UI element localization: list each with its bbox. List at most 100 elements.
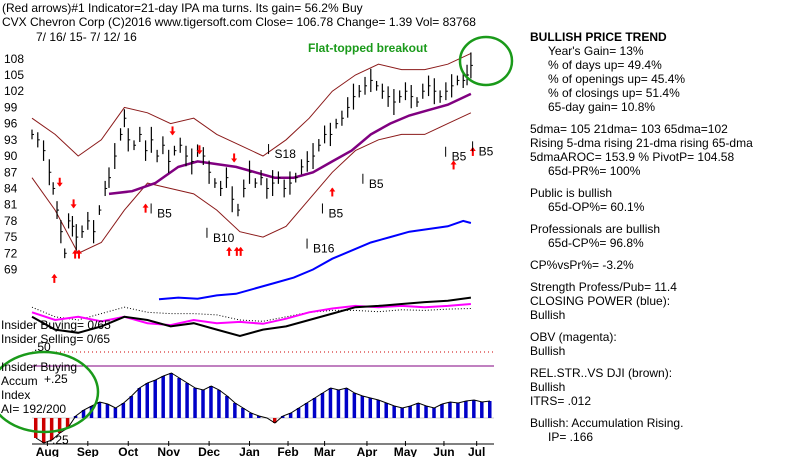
rising-line: Rising 5-dma rising 21-dma rising 65-dma [530,136,753,150]
insider-buying-label: Insider Buying= 0/65 [1,318,111,332]
pr-line: 65d-PR%= 100% [548,164,641,178]
trend-line-4: % of closings up= 51.4% [548,86,680,100]
accum-trend-line [35,372,491,444]
x-tick-label-5: Jan [239,445,260,457]
red-up-arrow-head-2 [75,249,82,254]
red-up-arrow-head-4 [233,246,240,251]
signal-label-4: B5 [328,206,343,220]
x-tick-label-10: Jun [433,445,454,457]
accum-bar-25 [233,403,237,418]
x-tick-label-7: Mar [314,445,336,457]
red-up-arrow-head-7 [329,187,336,192]
red-up-arrow-head-5 [237,246,244,251]
itrs-line: ITRS= .012 [530,394,592,408]
accum-bar-48 [416,403,420,418]
red-down-arrow-head-3 [196,150,203,155]
strength-line: Strength Profess/Pub= 11.4 [530,280,677,294]
obv-line [31,303,471,327]
accum-bar-49 [424,406,428,418]
pros-value: 65d-CP%= 96.8% [548,236,644,250]
accum-bar-44 [384,403,388,418]
accum-bar-16 [161,376,165,418]
indicator-header: (Red arrows)#1 Indicator=21-day IPA ma t… [2,1,363,15]
accum-bar-14 [145,383,149,418]
red-up-arrow-head-3 [226,246,233,251]
y-tick-label-8: 93 [4,133,18,147]
x-tick-label-2: Oct [118,445,138,457]
obv-title: OBV (magenta): [530,330,617,344]
lower-band-line [31,112,472,254]
trend-line-5: 65-day gain= 10.8% [548,100,656,114]
y-tick-label-10: 99 [4,100,18,114]
accum-bar-3 [57,418,62,433]
neg25-label: -.25 [48,433,69,447]
x-tick-label-11: Jul [468,445,485,457]
accum-bar-52 [448,402,452,418]
signal-label-3: B16 [313,242,335,256]
public-value: 65d-OP%= 60.1% [548,200,645,214]
y-tick-label-0: 69 [4,262,18,276]
accum-bar-13 [137,388,142,418]
accum-bar-45 [392,406,396,418]
accum-bar-4 [65,418,70,428]
red-up-arrow-head-1 [72,249,79,254]
accum-title: Bullish: Accumulation Rising. [530,416,684,430]
accum-bar-39 [344,388,349,418]
cp-title: CLOSING POWER (blue): [530,294,671,308]
accum-bar-6 [81,410,86,418]
accum-bar-32 [288,413,293,418]
accum-bar-30 [272,418,277,423]
accum-bar-54 [464,401,468,418]
accum-bar-38 [336,390,341,418]
price-panel: 69 72 75 78 81 84 87 90 93 96 99 102 105 108 B5 S18 B10 B… [4,52,494,301]
accum-bar-50 [432,408,436,418]
y-tick-label-4: 81 [4,198,18,212]
ip25-label: +.25 [44,372,68,386]
red-down-arrow-head-2 [169,131,176,136]
y-tick-label-6: 87 [4,165,18,179]
accum-bar-18 [177,378,181,418]
accum-label: Accum [1,374,38,388]
signal-label-0: B5 [157,206,172,220]
accum-bar-23 [217,390,221,418]
y-tick-label-2: 75 [4,230,18,244]
breakout-circle [458,35,514,87]
insider-selling-label: Insider Selling= 0/65 [1,332,111,346]
red-up-arrow-head-6 [142,203,149,208]
accum-bar-20 [193,388,197,418]
info-panel: BULLISH PRICE TREND Year's Gain= 13% % o… [530,30,798,444]
accum-bar-40 [352,393,357,418]
upper-band-line [31,52,472,157]
accum-value: IP= .166 [548,430,594,444]
y-tick-label-9: 96 [4,117,18,131]
trend-line-3: % of openings up= 45.4% [548,72,686,86]
accum-bar-8 [97,402,102,418]
x-tick-label-6: Feb [277,445,298,457]
accumulation-panel: Aug Sep Oct Nov Dec Jan Feb Mar Apr May Jun Jul [32,365,494,457]
accum-bar-36 [320,393,325,418]
accum-bar-15 [153,380,157,418]
x-tick-label-9: May [394,445,418,457]
breakout-annotation: Flat-topped breakout [308,41,428,55]
y-tick-label-5: 84 [4,181,18,195]
obv-value: Bullish [530,344,566,358]
accum-bar-43 [376,400,380,418]
accum-bar-46 [400,408,404,418]
accum-bar-26 [241,408,245,418]
trend-title: BULLISH PRICE TREND [530,30,667,44]
index-label: Index [1,388,31,402]
accum-bar-0 [33,418,38,438]
red-down-arrow-head-0 [56,182,63,187]
y-tick-label-3: 78 [4,214,18,228]
rel-value: Bullish [530,380,566,394]
accum-bar-57 [488,401,492,418]
red-down-arrow-head-4 [231,158,238,163]
dma-line: 5dma= 105 21dma= 103 65dma=102 [530,122,728,136]
accum-bar-27 [249,413,253,418]
accum-bar-19 [185,383,189,418]
cpvspr-line: CP%vsPr%= -3.2% [530,258,634,272]
accum-bar-41 [360,396,365,418]
x-tick-label-4: Dec [198,445,220,457]
accum-bar-35 [312,398,317,418]
accum-circle [0,350,100,434]
